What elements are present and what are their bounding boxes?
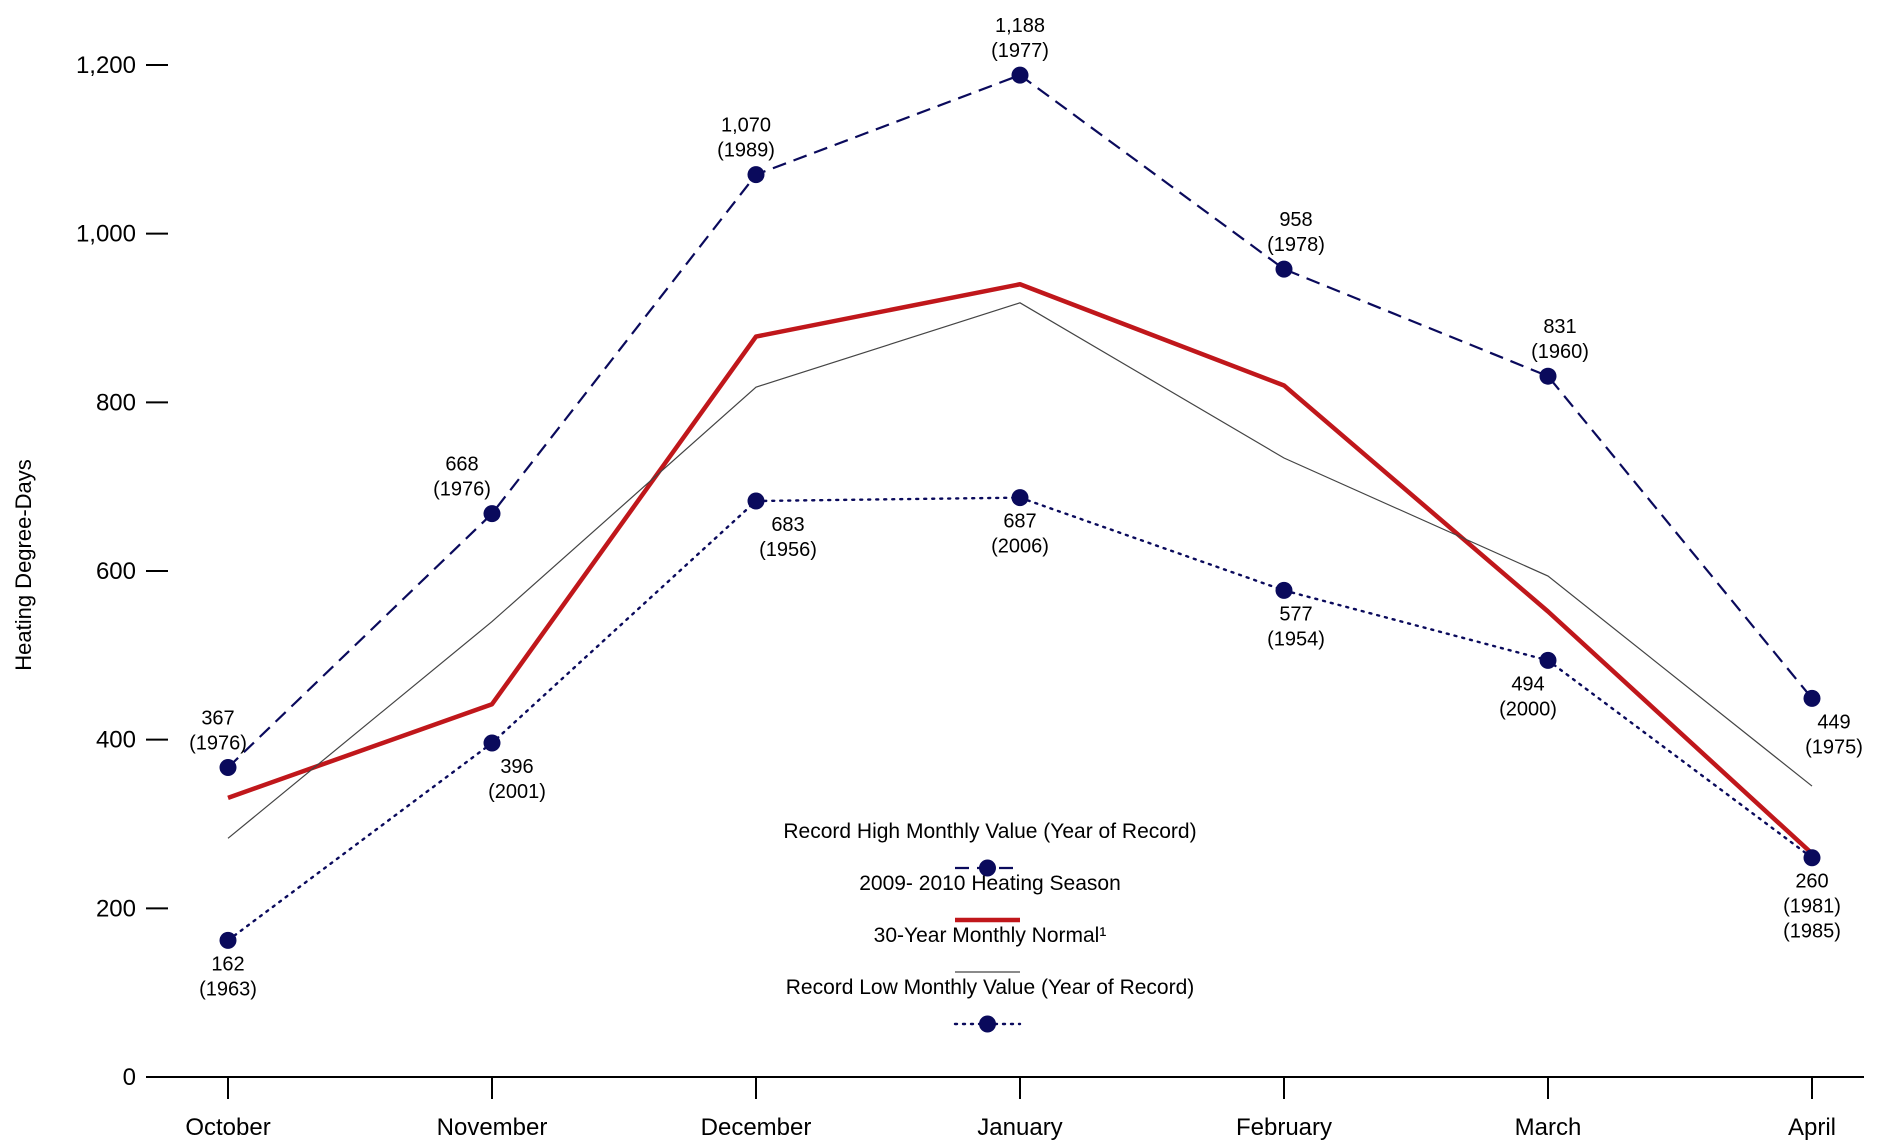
y-tick-label: 200	[96, 895, 136, 922]
legend-marker-record-low	[979, 1015, 996, 1033]
record-high-line	[227, 73, 1813, 769]
y-axis-title: Heating Degree-Days	[11, 459, 36, 671]
record-low-point	[1539, 651, 1557, 669]
record-low-year-label: (1985)	[1783, 921, 1841, 943]
record-high-value-label: 367	[201, 707, 234, 729]
record-low-point	[483, 734, 501, 752]
y-tick-label: 800	[96, 389, 136, 416]
record-low-point	[1011, 489, 1029, 507]
record-low-point	[747, 492, 765, 510]
record-low-year-label: (2000)	[1499, 698, 1557, 720]
record-high-point	[1803, 689, 1821, 707]
x-tick-label: November	[437, 1114, 548, 1141]
x-tick-label: April	[1788, 1114, 1836, 1141]
record-low-year-label: (1981)	[1783, 896, 1841, 918]
x-tick-label: December	[701, 1114, 812, 1141]
record-high-point	[1011, 66, 1029, 84]
y-tick-label: 1,000	[76, 221, 136, 248]
record-low-value-label: 577	[1279, 603, 1312, 625]
record-high-value-label: 1,188	[995, 15, 1045, 37]
axes: 0 200 400 600 800 1,000 1,200 October November De…	[76, 52, 1864, 1141]
record-low-year-label: (1954)	[1267, 628, 1325, 650]
record-low-point	[1275, 581, 1293, 599]
legend-label-record-low: Record Low Monthly Value (Year of Record…	[786, 976, 1195, 999]
record-high-value-label: 958	[1279, 209, 1312, 231]
record-low-year-label: (2006)	[991, 536, 1049, 558]
legend-label-normal-30yr: 30-Year Monthly Normal¹	[874, 924, 1107, 947]
record-low-value-label: 162	[211, 953, 244, 975]
y-tick-label: 1,200	[76, 52, 136, 79]
record-high-point	[219, 758, 237, 776]
record-high-value-label: 449	[1817, 711, 1850, 733]
legend-label-record-high: Record High Monthly Value (Year of Recor…	[783, 820, 1196, 843]
legend-label-season-2009-2010: 2009- 2010 Heating Season	[859, 872, 1121, 895]
record-high-point	[1539, 367, 1557, 385]
record-high-year-label: (1977)	[991, 40, 1049, 62]
record-low-year-label: (2001)	[488, 781, 546, 803]
point-labels: 367 (1976) 668 (1976) 1,070 (1989) 1,188 (1977)…	[189, 15, 1863, 1000]
record-high-point	[483, 505, 501, 523]
x-tick-label: February	[1236, 1114, 1332, 1141]
record-high-year-label: (1989)	[717, 140, 775, 162]
record-low-year-label: (1956)	[759, 539, 817, 561]
y-tick-label: 400	[96, 727, 136, 754]
record-high-point	[1275, 260, 1293, 278]
legend-marker-record-high	[979, 859, 996, 877]
record-high-value-label: 668	[445, 454, 478, 476]
y-tick-label: 600	[96, 558, 136, 585]
record-high-year-label: (1976)	[433, 479, 491, 501]
record-high-point	[747, 166, 765, 184]
x-tick-label: October	[185, 1114, 270, 1141]
record-high-value-label: 831	[1543, 316, 1576, 338]
y-tick-label: 0	[123, 1064, 136, 1091]
legend: Record High Monthly Value (Year of Recor…	[783, 820, 1197, 1033]
record-high-year-label: (1960)	[1531, 341, 1589, 363]
x-tick-label: March	[1515, 1114, 1582, 1141]
record-low-value-label: 396	[500, 756, 533, 778]
record-high-year-label: (1975)	[1805, 736, 1863, 758]
record-high-value-label: 1,070	[721, 115, 771, 137]
x-tick-label: January	[977, 1114, 1062, 1141]
record-low-value-label: 260	[1795, 871, 1828, 893]
record-low-point	[219, 931, 237, 949]
record-low-value-label: 683	[771, 514, 804, 536]
season-2009-2010-line	[227, 282, 1814, 856]
record-low-value-label: 687	[1003, 511, 1036, 533]
record-low-point	[1803, 849, 1821, 867]
normal-30yr-line	[227, 302, 1813, 839]
series-layer	[219, 66, 1821, 949]
record-high-year-label: (1976)	[189, 732, 247, 754]
record-low-year-label: (1963)	[199, 978, 257, 1000]
record-high-year-label: (1978)	[1267, 234, 1325, 256]
record-low-value-label: 494	[1511, 673, 1544, 695]
